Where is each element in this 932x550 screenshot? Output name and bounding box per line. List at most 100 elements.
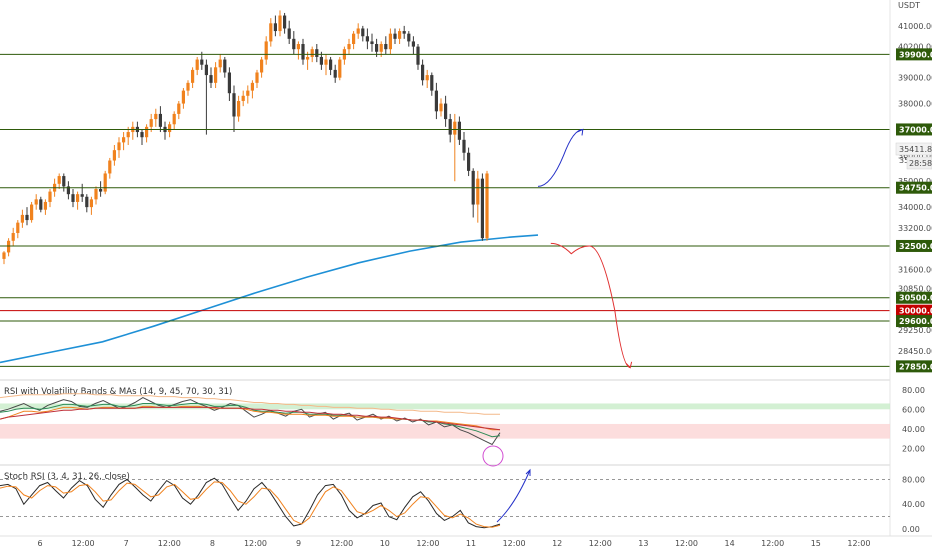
price-tick-label: 40200.00	[898, 43, 932, 52]
candle-body	[361, 28, 365, 37]
candle-body	[16, 222, 20, 234]
time-tick-label: 12:00	[72, 539, 95, 548]
candle-body	[338, 59, 342, 78]
candle-body	[76, 194, 80, 202]
last-price-tag: 35411.89 35 28:58	[895, 142, 932, 170]
candle-body	[370, 41, 374, 45]
candle-body	[227, 72, 231, 94]
time-tick-label: 12:00	[416, 539, 439, 548]
price-tick-label: 38000.00	[898, 100, 932, 109]
bull-projection-arrow	[537, 128, 583, 187]
candle-body	[214, 67, 218, 83]
candle-body	[39, 199, 43, 210]
candle-body	[352, 33, 356, 45]
candle-body	[140, 132, 144, 138]
rsi-title[interactable]: RSI with Volatility Bands & MAs (14, 9, …	[4, 387, 232, 397]
candle-body	[448, 119, 452, 135]
level-tag-label: 29600.00	[899, 317, 932, 326]
candle-body	[246, 90, 250, 96]
candle-body	[402, 31, 406, 34]
candle-body	[237, 100, 241, 117]
candle-body	[310, 49, 314, 57]
candle-body	[195, 59, 199, 70]
candle-body	[99, 189, 103, 192]
stoch-tick-label: 80.00	[902, 475, 925, 484]
candle-body	[278, 15, 282, 32]
candle-body	[172, 113, 176, 125]
candle-body	[467, 152, 471, 171]
candle-body	[80, 194, 84, 197]
stoch-line	[0, 481, 501, 528]
candle-body	[66, 186, 70, 195]
candle-body	[177, 103, 181, 114]
rsi-pane[interactable]: RSI with Volatility Bands & MAs (14, 9, …	[0, 386, 925, 467]
candle-body	[204, 64, 208, 76]
level-tag-label: 30500.00	[899, 294, 932, 303]
level-tag-label: 37000.00	[899, 125, 932, 134]
time-tick-label: 7	[124, 539, 129, 548]
candle-body	[209, 75, 213, 83]
candle-body	[333, 69, 337, 78]
candle-body	[453, 121, 457, 135]
candle-body	[430, 75, 434, 91]
candle-body	[108, 160, 112, 174]
candle-body	[223, 59, 227, 73]
candle-body	[388, 33, 392, 50]
candle-body	[186, 82, 190, 91]
level-tag	[896, 291, 932, 304]
time-tick-label: 13	[638, 539, 648, 548]
candle-body	[158, 113, 162, 127]
price-tick-label: 41000.00	[898, 22, 932, 31]
price-tick-label: 29250.00	[898, 326, 932, 335]
rsi-axis: 80.00 60.00 40.00 20.00	[902, 386, 925, 454]
candle-body	[154, 113, 158, 120]
level-tag-label: 27850.00	[899, 362, 932, 371]
candle-body	[11, 233, 15, 241]
time-tick-label: 9	[296, 539, 301, 548]
candle-body	[57, 176, 61, 184]
candle-body	[264, 41, 268, 60]
price-axis-partial-label: 35	[899, 156, 909, 165]
candle-body	[200, 59, 204, 65]
time-tick-label: 12:00	[158, 539, 181, 548]
rsi-tick-label: 80.00	[902, 386, 925, 395]
time-tick-label: 12:00	[244, 539, 267, 548]
price-tick-label: 30850.00	[898, 285, 932, 294]
candle-body	[260, 59, 264, 73]
stoch-dashed-levels	[0, 479, 890, 518]
stoch-rsi-pane[interactable]: Stoch RSI (3, 4, 31, 26, close) 80.00 40.…	[0, 468, 925, 534]
stoch-rsi-title[interactable]: Stoch RSI (3, 4, 31, 26, close)	[4, 472, 130, 482]
horizontal-levels[interactable]: 39900.00 37000.00 34750.00 32500.00 30500.00…	[0, 48, 932, 373]
candle-body	[241, 95, 245, 101]
time-tick-label: 12:00	[330, 539, 353, 548]
time-tick-label: 12:00	[589, 539, 612, 548]
rsi-lines	[0, 393, 501, 446]
candle-body	[384, 44, 388, 50]
time-axis[interactable]: 6 12:00 7 12:00 8 12:00 9 12:00 10 12:00 11 12:00 12…	[37, 539, 870, 548]
price-pane[interactable]: USDT 41000.00 40200.00 39000.00 38000.00 360…	[0, 1, 932, 373]
stoch-lines	[0, 477, 501, 529]
rsi-band	[0, 403, 890, 410]
time-tick-label: 14	[725, 539, 735, 548]
candle-body	[434, 90, 438, 112]
rsi-tick-label: 20.00	[902, 444, 925, 453]
candle-body	[7, 240, 11, 253]
candle-body	[485, 173, 489, 239]
ma-line	[0, 234, 539, 364]
candle-body	[476, 178, 480, 205]
candle-body	[283, 15, 287, 29]
time-tick-label: 6	[37, 539, 42, 548]
candle-body	[444, 103, 448, 120]
candle-body	[89, 199, 93, 208]
time-tick-label: 12:00	[503, 539, 526, 548]
candle-body	[232, 93, 236, 117]
time-tick-label: 8	[210, 539, 215, 548]
candle-body	[347, 44, 351, 50]
candle-body	[301, 44, 305, 60]
price-tick-label: 36000.00	[898, 151, 932, 160]
candle-body	[149, 119, 153, 127]
candle-body	[457, 121, 461, 140]
level-tag-label: 32500.00	[899, 242, 932, 251]
